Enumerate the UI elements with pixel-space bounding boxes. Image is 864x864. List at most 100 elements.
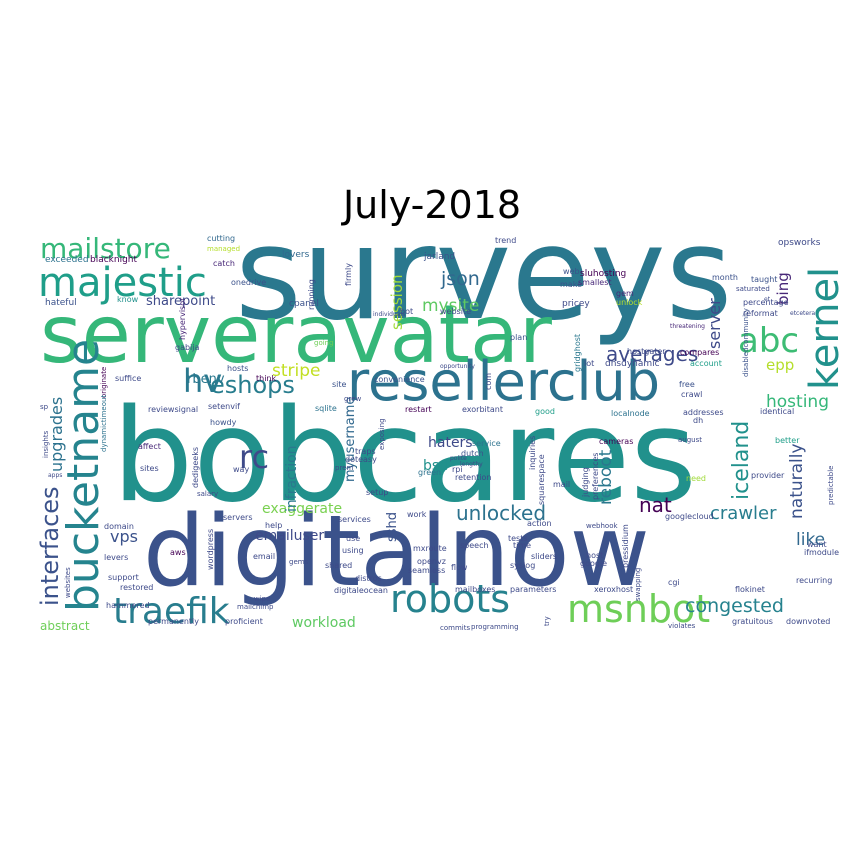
word-localnode: localnode [611,409,650,418]
word-try: try [543,616,551,626]
word-opportunity: opportunity [440,363,475,370]
word-action: action [527,519,552,528]
word-majestic: majestic [38,260,207,306]
word-domain: domain [104,522,134,531]
word-cutting: cutting [207,234,235,243]
word-doteasy: doteasy [345,455,377,464]
word-crawler: crawler [710,503,777,524]
word-restart: restart [405,405,432,414]
word-swapping: swapping [634,568,642,601]
word-syslog: syslog [510,561,535,570]
word-eshops: eshops [210,371,295,399]
word-etcetera: etcetera [790,310,816,317]
word-et: et [764,296,771,303]
word-lengthy: lengthy [460,461,483,468]
word-smallest: smallest [578,278,612,287]
word-rbenv: rbenv [187,372,225,387]
word-violates: violates [668,622,696,630]
word-bucketname: bucketname [58,339,109,612]
word-dutch: dutch [461,449,484,458]
word-levers: levers [104,553,128,562]
word-shared: shared [325,561,352,570]
word-sshd: sshd [385,512,400,542]
word-managed: managed [207,245,240,253]
word-setup: setup [366,488,388,497]
word-msnbot: msnbot [567,587,710,631]
word-json: json [440,268,480,290]
word-upgrades: upgrades [47,397,66,472]
word-cgi: cgi [668,578,680,587]
word-distros: distros [355,574,382,583]
word-wordpress: wordpress [206,529,215,570]
word-provider: provider [751,471,785,480]
word-seamless: seamless [408,566,445,575]
word-dnsdynamic: dnsdynamic [605,359,660,369]
word-service: service [472,439,501,448]
word-hostgater: hostgater [627,347,666,356]
word-account: account [690,359,722,368]
word-sqlite: sqlite [315,404,337,413]
word-reviewsignal: reviewsignal [148,405,198,414]
word-aws: aws [170,548,186,557]
word-webhook: webhook [586,522,618,530]
word-howdy: howdy [210,418,237,427]
word-commits: commits [440,624,470,632]
word-flow: flow [451,563,468,572]
word-mail: mail [553,480,570,489]
word-epp: epp [766,356,794,374]
word-gratuitous: gratuitous [732,617,773,626]
word-flokinet: flokinet [735,585,765,594]
word-crawl: crawl [681,390,702,399]
word-pricey: pricey [562,299,590,309]
word-cameras: cameras [599,437,633,446]
word-abc: abc [738,321,799,361]
word-bsd: bsd [423,458,448,474]
word-saturated: saturated [736,285,770,293]
word-disabledcommunity: disabledcommunity [742,308,750,377]
word-going: going [314,339,334,347]
word-iceland: iceland [729,421,754,500]
word-sluhosting: sluhosting [580,269,626,279]
word-polite: polite [450,455,467,462]
word-mysite: mysite [422,296,479,316]
word-com: com [484,373,493,390]
word-website: website [440,307,471,316]
word-plan: plan [510,333,527,342]
word-setenvif: setenvif [208,402,240,411]
word-dedigeeks: dedigeeks [191,447,200,488]
word-work: work [407,510,427,519]
word-pressidium: pressidium [621,524,630,568]
word-gems: gems [289,558,309,566]
word-websites: websites [64,567,72,598]
word-gem: gem [616,289,634,298]
word-servers: servers [223,513,253,522]
word-robots: robots [390,577,510,621]
word-ifmodule: ifmodule [804,548,839,557]
word-taught: taught [751,275,777,284]
word-sites: sites [140,464,159,473]
word-retention: retention [455,473,492,482]
word-think: think [256,374,277,383]
word-like: like [796,530,825,550]
word-exceeded: exceeded [45,255,89,265]
word-hateful: hateful [45,298,77,308]
word-suffice: suffice [115,374,141,383]
word-digitalnow: digitalnow [143,495,650,609]
word-sp: sp [40,403,49,411]
word-preferences: preferences [591,453,600,500]
word-catch: catch [213,259,235,268]
word-lot: lot [584,359,594,368]
word-openvz: openvz [417,557,446,566]
word-haters: haters [428,435,473,451]
word-way: way [233,465,249,474]
word-myusername: myusername [343,397,358,482]
word-blacknight: blacknight [90,255,138,265]
word-kernel: kernel [802,267,848,390]
word-mailboxes: mailboxes [455,585,495,594]
word-affect: affect [138,442,161,451]
word-bobcares: bobcares [112,382,697,531]
word-dh: dh [693,416,703,425]
word-serveravatar: serveravatar [40,288,552,381]
